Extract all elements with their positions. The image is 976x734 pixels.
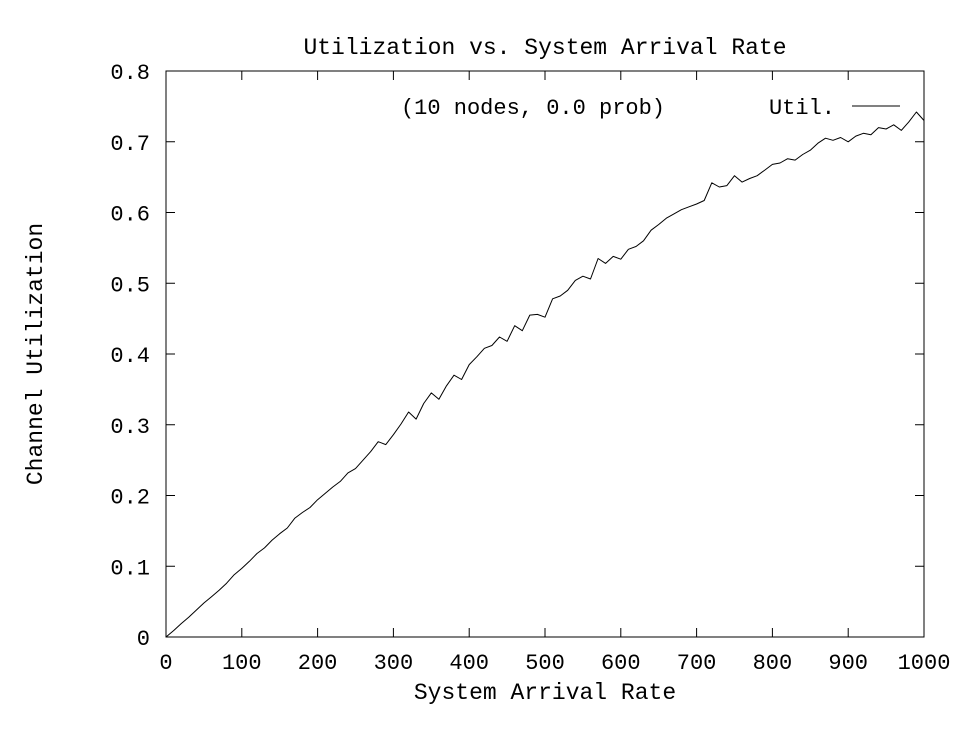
x-tick-label-1: 100 [222, 651, 262, 676]
x-tick-label-3: 300 [374, 651, 414, 676]
x-tick-label-7: 700 [677, 651, 717, 676]
chart-title: Utilization vs. System Arrival Rate [303, 35, 786, 61]
y-tick-label-8: 0.8 [110, 61, 150, 86]
x-tick-label-5: 500 [525, 651, 565, 676]
x-axis-label: System Arrival Rate [414, 680, 676, 706]
y-axis-ticks [166, 70, 924, 638]
x-tick-label-10: 1000 [898, 651, 951, 676]
chart-subtitle: (10 nodes, 0.0 prob) [401, 96, 665, 121]
x-tick-label-4: 400 [449, 651, 489, 676]
y-tick-label-0: 0 [137, 627, 150, 652]
y-tick-label-6: 0.6 [110, 203, 150, 228]
x-tick-label-0: 0 [159, 651, 172, 676]
x-axis-ticks [165, 71, 925, 637]
y-tick-label-7: 0.7 [110, 132, 150, 157]
y-tick-label-2: 0.2 [110, 486, 150, 511]
y-axis-tick-labels: 0 0.1 0.2 0.3 0.4 0.5 0.6 0.7 0.8 [110, 61, 150, 652]
y-tick-label-3: 0.3 [110, 415, 150, 440]
legend-entry-label: Util. [769, 96, 835, 121]
series-layer [165, 111, 925, 638]
plot-frame [165, 70, 925, 638]
x-tick-label-2: 200 [298, 651, 338, 676]
y-tick-label-1: 0.1 [110, 556, 150, 581]
x-tick-label-6: 600 [601, 651, 641, 676]
x-tick-label-8: 800 [753, 651, 793, 676]
y-axis-label: Channel Utilization [23, 223, 49, 485]
y-tick-label-4: 0.4 [110, 344, 150, 369]
x-tick-label-9: 900 [828, 651, 868, 676]
series-line-0 [165, 111, 925, 638]
y-tick-label-5: 0.5 [110, 273, 150, 298]
x-axis-tick-labels: 0 100 200 300 400 500 600 700 800 900 1000 [159, 651, 950, 676]
